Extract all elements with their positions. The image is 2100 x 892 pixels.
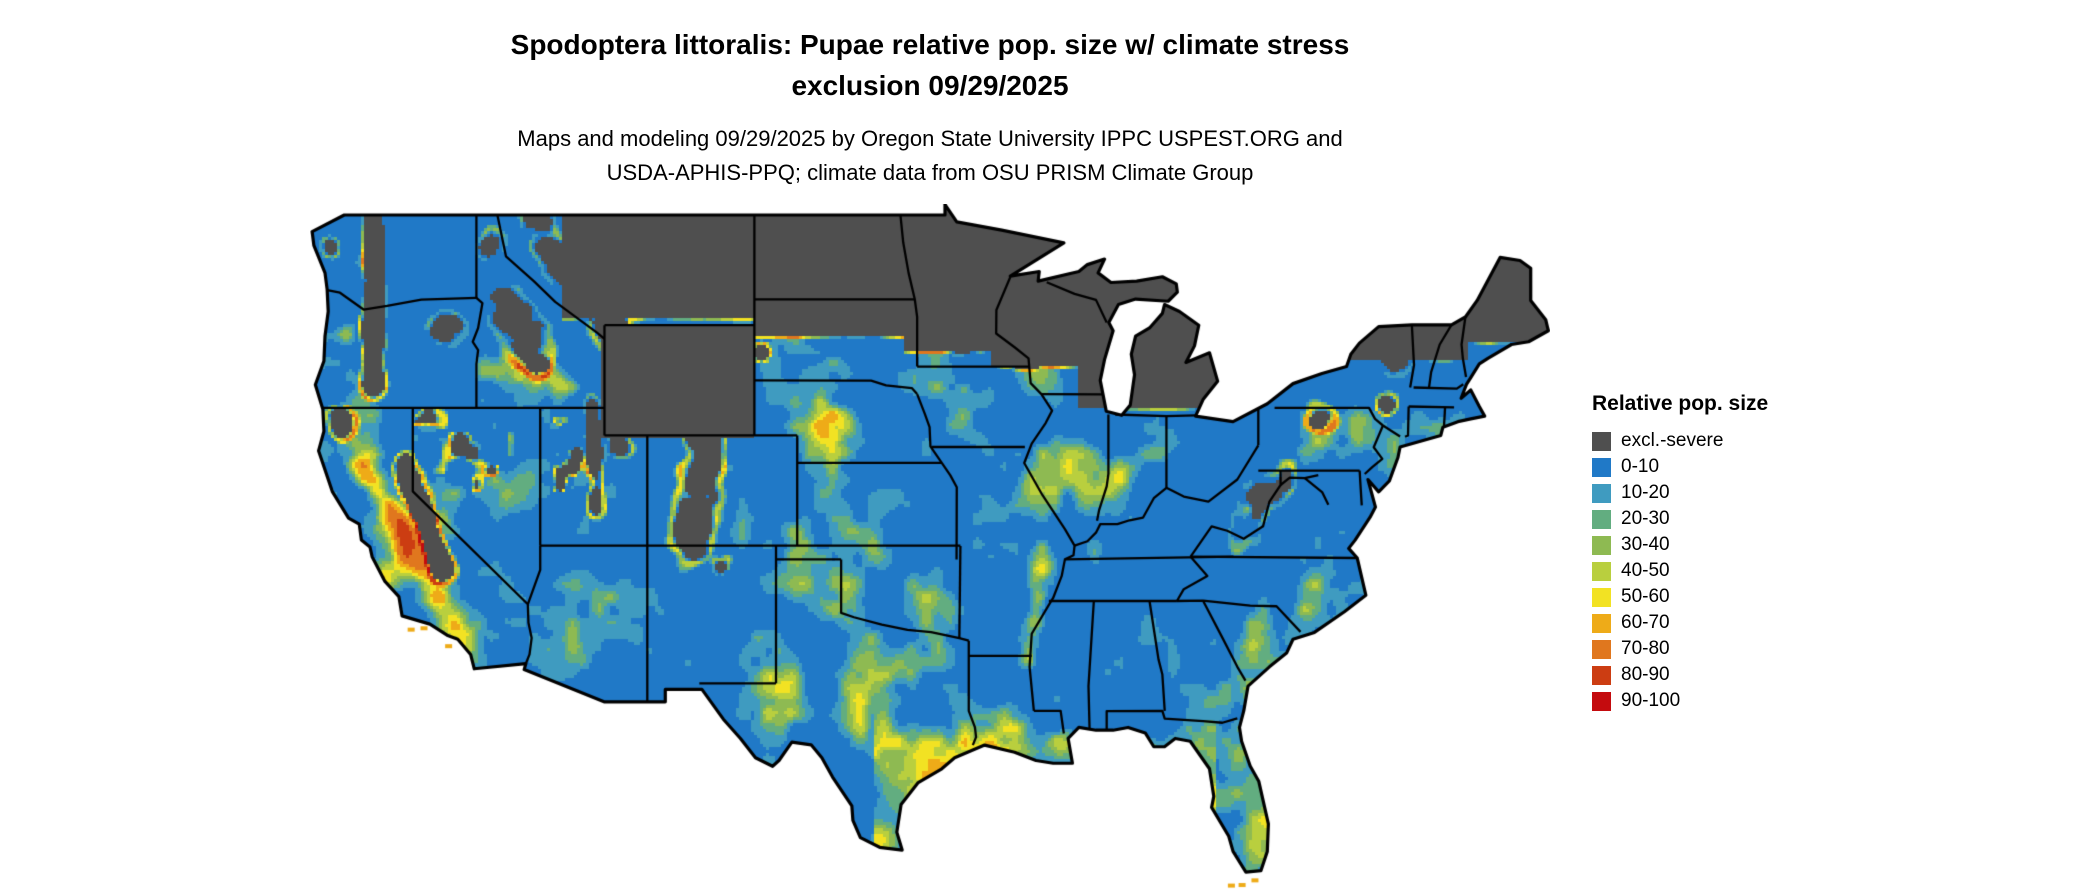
legend-label: 20-30 [1621, 508, 1670, 529]
legend-swatch [1592, 535, 1611, 555]
legend-label: 30-40 [1621, 534, 1670, 555]
legend-swatch [1592, 431, 1611, 451]
legend-row: 60-70 [1592, 610, 1768, 636]
legend-row: 80-90 [1592, 662, 1768, 688]
legend-label: 80-90 [1621, 664, 1670, 685]
legend-row: excl.-severe [1592, 428, 1768, 454]
legend: Relative pop. size excl.-severe 0-10 10-20… [1592, 392, 1768, 714]
page-title: Spodoptera littoralis: Pupae relative po… [0, 24, 1860, 106]
legend-label: 0-10 [1621, 456, 1660, 477]
legend-row: 30-40 [1592, 532, 1768, 558]
legend-label: 90-100 [1621, 690, 1681, 711]
legend-swatch [1592, 665, 1611, 685]
legend-row: 90-100 [1592, 688, 1768, 714]
legend-swatch [1592, 587, 1611, 607]
legend-swatch [1592, 691, 1611, 711]
legend-label: 70-80 [1621, 638, 1670, 659]
legend-row: 70-80 [1592, 636, 1768, 662]
legend-label: 50-60 [1621, 586, 1670, 607]
legend-label: 40-50 [1621, 560, 1670, 581]
legend-row: 40-50 [1592, 558, 1768, 584]
page-title-line2: exclusion 09/29/2025 [791, 70, 1069, 101]
legend-label: excl.-severe [1621, 430, 1724, 451]
legend-swatch [1592, 509, 1611, 529]
legend-entries: excl.-severe 0-10 10-20 20-30 30-40 40-50 50-6… [1592, 428, 1768, 714]
legend-label: 60-70 [1621, 612, 1670, 633]
page-title-line1: Spodoptera littoralis: Pupae relative po… [510, 29, 1350, 60]
legend-row: 0-10 [1592, 454, 1768, 480]
us-map-canvas [310, 204, 1550, 890]
legend-label: 10-20 [1621, 482, 1670, 503]
legend-swatch [1592, 483, 1611, 503]
legend-swatch [1592, 613, 1611, 633]
legend-title: Relative pop. size [1592, 392, 1769, 415]
legend-row: 20-30 [1592, 506, 1768, 532]
legend-row: 10-20 [1592, 480, 1768, 506]
page-subtitle-line2: USDA-APHIS-PPQ; climate data from OSU PR… [606, 160, 1254, 185]
legend-row: 50-60 [1592, 584, 1768, 610]
legend-swatch [1592, 457, 1611, 477]
page-subtitle: Maps and modeling 09/29/2025 by Oregon S… [0, 122, 1860, 190]
legend-swatch [1592, 561, 1611, 581]
page-subtitle-line1: Maps and modeling 09/29/2025 by Oregon S… [517, 126, 1343, 151]
legend-swatch [1592, 639, 1611, 659]
